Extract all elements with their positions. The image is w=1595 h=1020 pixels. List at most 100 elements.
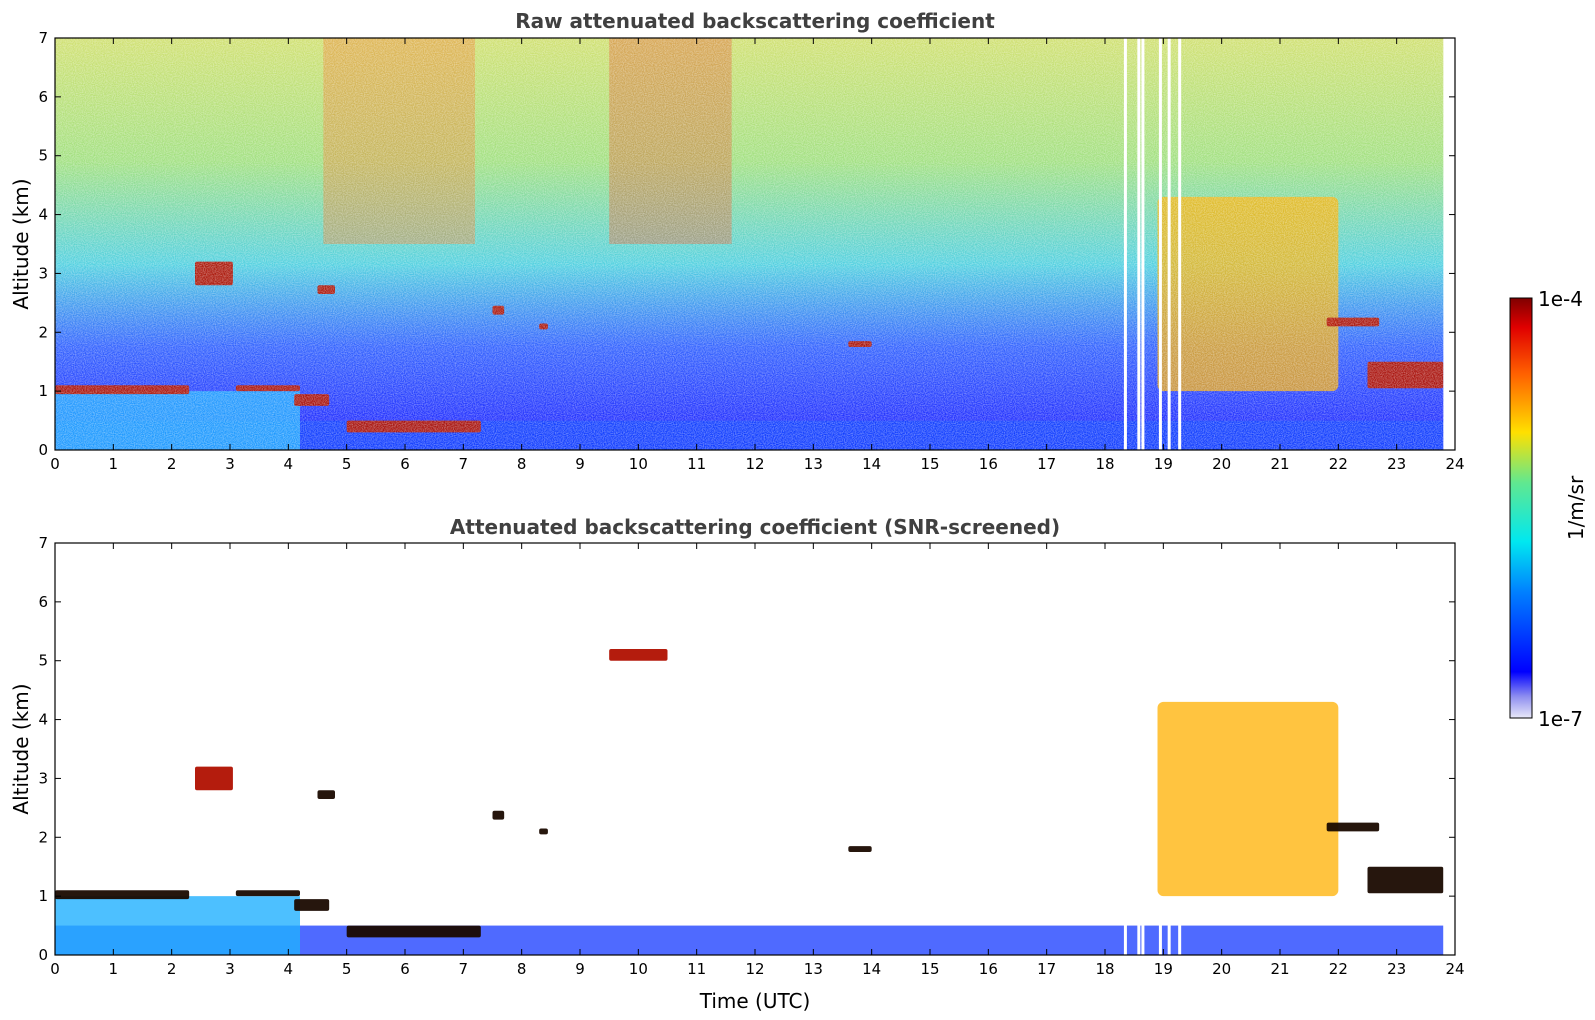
bottom-plot-area [55, 543, 1455, 955]
y-tick-label: 7 [38, 534, 48, 552]
cloud-feature [848, 846, 872, 852]
y-tick-label: 6 [38, 88, 48, 106]
x-tick-label: 21 [1270, 960, 1289, 978]
missing-profile-gap [1158, 902, 1162, 955]
y-tick-label: 4 [38, 711, 48, 729]
x-tick-label: 15 [920, 455, 939, 473]
top-noise-overlay [55, 38, 1455, 450]
x-tick-label: 19 [1154, 455, 1173, 473]
x-tick-label: 2 [167, 455, 177, 473]
y-tick-label: 5 [38, 652, 48, 670]
y-tick-label: 2 [38, 828, 48, 846]
x-tick-label: 18 [1095, 455, 1114, 473]
y-tick-label: 0 [38, 946, 48, 964]
aerosol-layer [55, 896, 300, 955]
missing-profile-gap [1178, 902, 1182, 955]
boundary-layer-top-feature [346, 925, 481, 938]
x-tick-label: 24 [1445, 960, 1464, 978]
missing-profile-gap [1167, 902, 1171, 955]
y-tick-label: 1 [38, 382, 48, 400]
colorbar: 1e-4 1e-7 1/m/sr [1509, 287, 1588, 731]
x-tick-label: 9 [575, 455, 585, 473]
boundary-layer-top-feature [235, 890, 300, 897]
x-tick-label: 0 [50, 960, 60, 978]
missing-profile-gap [1178, 38, 1182, 450]
y-tick-label: 0 [38, 441, 48, 459]
top-panel-title: Raw attenuated backscattering coefficien… [515, 9, 995, 33]
y-tick-label: 1 [38, 887, 48, 905]
x-tick-label: 8 [517, 960, 527, 978]
x-tick-label: 6 [400, 960, 410, 978]
missing-profile-gap [1137, 38, 1141, 450]
x-tick-label: 10 [629, 455, 648, 473]
cloud-feature [195, 766, 233, 791]
x-tick-label: 3 [225, 455, 235, 473]
x-tick-label: 4 [284, 960, 294, 978]
x-tick-label: 11 [687, 960, 706, 978]
x-tick-label: 23 [1387, 960, 1406, 978]
colorbar-units-label: 1/m/sr [1564, 475, 1588, 540]
x-tick-label: 5 [342, 960, 352, 978]
top-panel: Raw attenuated backscattering coefficien… [9, 9, 1465, 473]
x-tick-label: 17 [1037, 455, 1056, 473]
x-tick-label: 7 [459, 960, 469, 978]
x-tick-label: 3 [225, 960, 235, 978]
x-tick-label: 5 [342, 455, 352, 473]
missing-profile-gap [1137, 902, 1141, 955]
x-tick-label: 12 [745, 960, 764, 978]
y-tick-label: 3 [38, 769, 48, 787]
x-tick-label: 23 [1387, 455, 1406, 473]
x-tick-label: 20 [1212, 960, 1231, 978]
y-tick-label: 6 [38, 593, 48, 611]
x-tick-label: 17 [1037, 960, 1056, 978]
x-tick-label: 18 [1095, 960, 1114, 978]
x-tick-label: 22 [1329, 455, 1348, 473]
top-plot-area [55, 38, 1455, 450]
y-tick-label: 5 [38, 147, 48, 165]
precipitating-layer [1157, 701, 1339, 897]
x-tick-label: 1 [109, 960, 119, 978]
x-tick-label: 12 [745, 455, 764, 473]
boundary-layer-top-feature [55, 890, 190, 900]
bottom-y-axis-label: Altitude (km) [9, 683, 33, 814]
x-tick-label: 7 [459, 455, 469, 473]
x-tick-label: 24 [1445, 455, 1464, 473]
missing-profile-gap [1167, 38, 1171, 450]
x-tick-label: 16 [979, 455, 998, 473]
cloud-feature [1367, 866, 1444, 894]
y-tick-label: 2 [38, 323, 48, 341]
no-data-region [1443, 543, 1455, 955]
x-tick-label: 20 [1212, 455, 1231, 473]
x-tick-label: 9 [575, 960, 585, 978]
x-tick-label: 14 [862, 455, 881, 473]
x-axis-label: Time (UTC) [699, 989, 811, 1013]
x-tick-label: 2 [167, 960, 177, 978]
bottom-panel: Attenuated backscattering coefficient (S… [9, 515, 1465, 1013]
x-tick-label: 13 [804, 455, 823, 473]
x-tick-label: 16 [979, 960, 998, 978]
missing-profile-gap [1141, 902, 1145, 955]
x-tick-label: 11 [687, 455, 706, 473]
x-tick-label: 15 [920, 960, 939, 978]
missing-profile-gap [1158, 38, 1162, 450]
x-tick-label: 8 [517, 455, 527, 473]
cloud-feature [317, 790, 335, 800]
x-tick-label: 21 [1270, 455, 1289, 473]
cloud-feature [294, 899, 330, 911]
y-tick-label: 7 [38, 29, 48, 47]
y-tick-label: 3 [38, 264, 48, 282]
y-tick-label: 4 [38, 206, 48, 224]
colorbar-gradient [1509, 297, 1533, 719]
missing-profile-gap [1141, 38, 1145, 450]
x-tick-label: 19 [1154, 960, 1173, 978]
x-tick-label: 14 [862, 960, 881, 978]
missing-profile-gap [1123, 38, 1127, 450]
colorbar-min-label: 1e-7 [1538, 707, 1583, 731]
cloud-feature [492, 810, 505, 820]
x-tick-label: 13 [804, 960, 823, 978]
x-tick-label: 0 [50, 455, 60, 473]
x-tick-label: 22 [1329, 960, 1348, 978]
x-tick-label: 10 [629, 960, 648, 978]
cloud-feature [609, 648, 668, 661]
